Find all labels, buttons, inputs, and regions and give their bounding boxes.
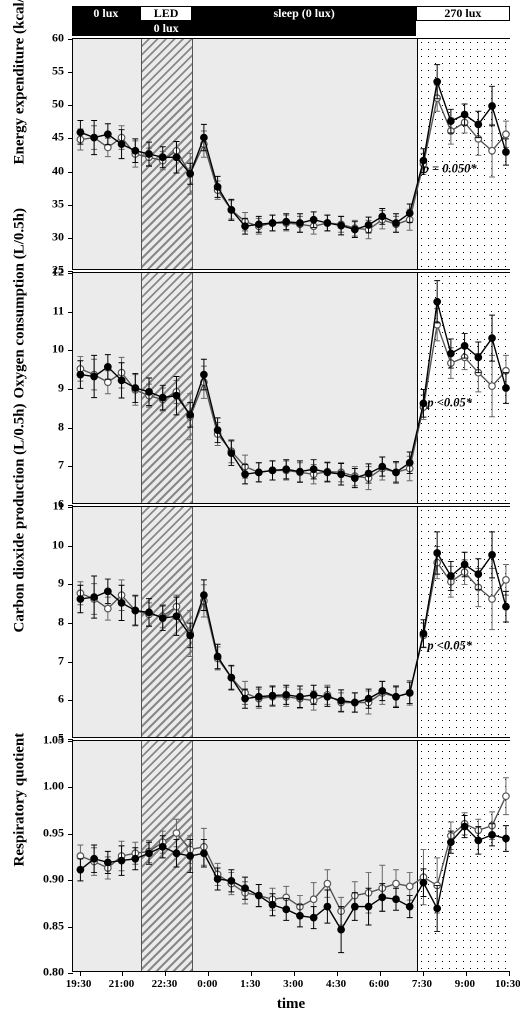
chart-panel-vo2: p <0.05* [72, 272, 510, 504]
header-seg: 270 lux [416, 6, 510, 21]
x-tick-label: 22:30 [152, 978, 178, 990]
y-tick-label: 30 [52, 229, 64, 244]
plot-svg [73, 741, 509, 971]
y-tick-label: 35 [52, 196, 64, 211]
plot-svg [73, 39, 509, 269]
x-tick-label: 10:30 [495, 978, 520, 990]
y-ticks: 567891011 [38, 506, 68, 738]
y-tick-label: 7 [58, 653, 64, 668]
y-tick-label: 40 [52, 163, 64, 178]
y-tick-label: 11 [53, 499, 64, 514]
y-axis-label: Respiratory quotient [12, 847, 29, 867]
y-tick-label: 55 [52, 64, 64, 79]
y-tick-label: 1.00 [43, 779, 64, 794]
x-tick-label: 19:30 [66, 978, 92, 990]
y-ticks: 6789101112 [38, 272, 68, 504]
x-axis-label: time [72, 996, 510, 1013]
x-tick-label: 9:00 [455, 978, 475, 990]
x-axis-ticks: 19:3021:0022:300:001:303:004:306:007:309… [72, 978, 510, 994]
y-tick-label: 45 [52, 130, 64, 145]
y-tick-label: 11 [53, 303, 64, 318]
y-axis-label: Energy expenditure (kcal/0.5h) [12, 145, 29, 165]
condition-header: 0 luxLEDsleep (0 lux)270 lux 0 lux [72, 6, 510, 36]
plot-svg [73, 273, 509, 503]
y-axis-label: Carbon dioxide production (L/0.5h) [12, 613, 29, 633]
p-value-text: p <0.05* [427, 395, 472, 410]
x-tick-label: 7:30 [412, 978, 432, 990]
y-tick-label: 0.80 [43, 965, 64, 980]
x-tick-label: 4:30 [326, 978, 346, 990]
y-tick-label: 12 [52, 265, 64, 280]
series-open [77, 546, 509, 714]
y-tick-label: 8 [58, 615, 64, 630]
plot-svg [73, 507, 509, 737]
x-tick-label: 1:30 [240, 978, 260, 990]
series-filled [77, 816, 509, 953]
y-tick-label: 10 [52, 342, 64, 357]
x-tick-label: 21:00 [109, 978, 135, 990]
x-tick-label: 6:00 [369, 978, 389, 990]
header-seg: 0 lux [72, 6, 140, 21]
y-ticks: 2530354045505560 [38, 38, 68, 270]
series-open [77, 778, 509, 925]
y-axis-label: Oxygen consumption (L/0.5h) [12, 379, 29, 399]
y-tick-label: 0.90 [43, 872, 64, 887]
figure-root: 0 luxLEDsleep (0 lux)270 lux 0 lux Energy… [0, 0, 520, 1016]
chart-panel-ee: p = 0.050* [72, 38, 510, 270]
y-tick-label: 7 [58, 458, 64, 473]
header-seg [192, 21, 415, 36]
y-tick-label: 0.85 [43, 918, 64, 933]
y-tick-label: 60 [52, 31, 64, 46]
series-filled [77, 65, 509, 238]
series-filled [77, 532, 509, 712]
x-tick-label: 3:00 [283, 978, 303, 990]
chart-panel-rq [72, 740, 510, 972]
series-filled [77, 281, 509, 488]
header-seg [72, 21, 140, 36]
header-seg: 0 lux [140, 21, 193, 36]
y-tick-label: 10 [52, 537, 64, 552]
y-tick-label: 8 [58, 419, 64, 434]
p-value-text: p <0.05* [427, 639, 472, 654]
y-ticks: 0.800.850.900.951.001.05 [38, 740, 68, 972]
x-tick-label: 0:00 [197, 978, 217, 990]
y-tick-label: 50 [52, 97, 64, 112]
y-tick-label: 6 [58, 692, 64, 707]
y-tick-label: 1.05 [43, 733, 64, 748]
chart-panel-vco2: p <0.05* [72, 506, 510, 738]
y-tick-label: 9 [58, 576, 64, 591]
header-seg: LED [140, 6, 193, 21]
y-tick-label: 9 [58, 381, 64, 396]
y-tick-label: 0.95 [43, 825, 64, 840]
header-seg: sleep (0 lux) [192, 6, 415, 21]
p-value-text: p = 0.050* [423, 161, 477, 176]
